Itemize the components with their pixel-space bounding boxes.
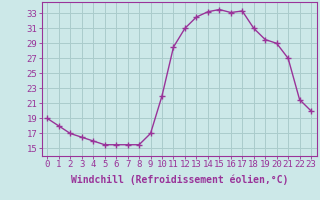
X-axis label: Windchill (Refroidissement éolien,°C): Windchill (Refroidissement éolien,°C) [70,175,288,185]
